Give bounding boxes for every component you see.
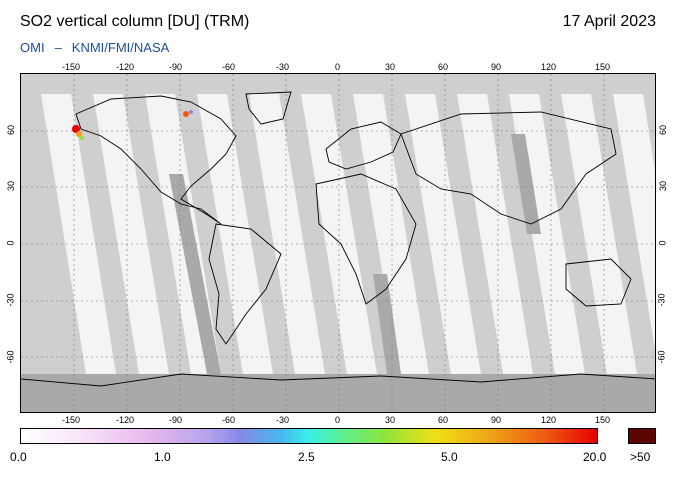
coastlines [21,91,655,387]
lon-tick-bottom: 150 [595,415,611,425]
lon-tick-top: 60 [438,62,449,72]
lon-tick-bottom: 60 [438,415,449,425]
credit-separator: – [54,40,62,55]
lat-tick-right: 60 [658,124,669,136]
colorbar-overflow-swatch [628,428,656,444]
lon-tick-top: -90 [169,62,183,72]
hotspot-center-2 [183,111,189,117]
so2-hotspot [72,110,193,140]
colorbar-label: 20.0 [583,450,607,464]
swath-band [353,94,429,374]
europe-coast [325,121,402,170]
lon-tick-bottom: 0 [335,415,341,425]
lon-tick-bottom: -120 [116,415,135,425]
lon-tick-top: -150 [62,62,81,72]
lat-tick-right: 0 [657,240,668,246]
lon-tick-top: 150 [595,62,611,72]
lon-tick-top: 30 [385,62,396,72]
antarctic-region [21,374,655,412]
africa-coast [315,173,417,305]
gap-band [169,174,221,374]
gap-band [373,274,401,374]
lon-tick-top: 120 [541,62,557,72]
lon-tick-bottom: 90 [491,415,502,425]
hotspot-center [72,125,80,133]
colorbar-label: 2.5 [298,450,315,464]
swath-band [457,94,533,374]
satellite-swaths [41,94,655,374]
lat-tick-left: -30 [5,293,16,307]
lat-tick-right: -30 [656,293,667,307]
hotspot-plume [80,136,84,140]
colorbar [20,428,598,444]
map-svg [21,74,655,412]
south-america-coast [208,223,282,345]
data-gaps [21,134,655,412]
hotspot-halo-2 [189,110,193,114]
gap-band [511,134,541,234]
lat-tick-right: -60 [656,350,667,364]
colorbar-label: 5.0 [441,450,458,464]
colorbar-label: 1.0 [154,450,171,464]
lat-tick-left: 0 [5,240,16,246]
lon-tick-bottom: -150 [62,415,81,425]
lon-tick-bottom: 120 [541,415,557,425]
north-america-coast [75,95,237,225]
antarctica-coast [21,373,655,387]
lon-tick-top: 90 [491,62,502,72]
credit-line: OMI – KNMI/FMI/NASA [20,40,169,55]
greenland-coast [245,91,292,125]
lon-tick-top: -30 [276,62,290,72]
australia-coast [565,258,632,307]
lon-tick-top: -120 [116,62,135,72]
lat-tick-right: 30 [658,180,669,192]
map-date: 17 April 2023 [562,13,656,30]
asia-coast [400,111,617,225]
credit-instrument: OMI [20,40,45,55]
swath-band [613,94,655,350]
swath-band [41,94,116,374]
swath-band [249,94,325,374]
lat-tick-left: 30 [6,180,17,192]
lon-tick-bottom: -30 [276,415,290,425]
map-title: SO2 vertical column [DU] (TRM) [20,13,250,30]
lon-tick-top: -60 [222,62,236,72]
lon-tick-bottom: 30 [385,415,396,425]
lon-tick-top: 0 [335,62,341,72]
colorbar-label: >50 [630,450,651,464]
hotspot-halo [76,131,82,137]
lon-tick-bottom: -90 [169,415,183,425]
so2-map [20,73,656,413]
swath-band [93,94,169,374]
swath-band [405,94,481,374]
lat-tick-left: 60 [6,124,17,136]
lat-tick-left: -60 [5,350,16,364]
credit-institutions: KNMI/FMI/NASA [71,40,170,55]
lon-tick-bottom: -60 [222,415,236,425]
colorbar-label: 0.0 [10,450,27,464]
